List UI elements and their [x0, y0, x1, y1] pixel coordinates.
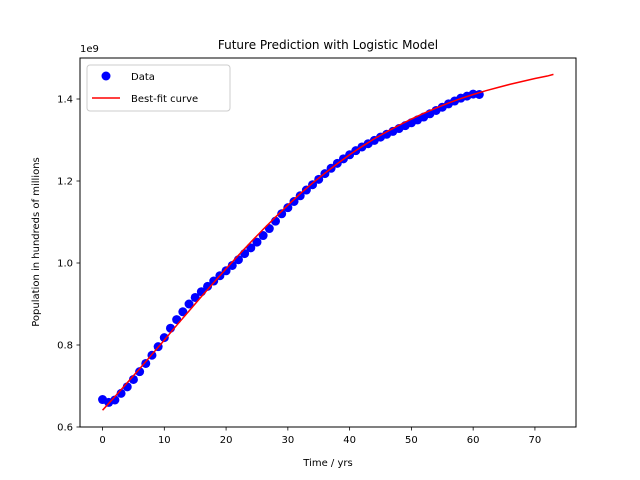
data-point: [110, 395, 120, 405]
y-tick-label: 0.6: [57, 423, 73, 434]
data-point: [289, 197, 299, 206]
x-tick-label: 50: [405, 435, 418, 446]
data-point: [209, 276, 219, 286]
legend-data-label: Data: [131, 72, 155, 83]
y-tick-label: 1.4: [57, 95, 73, 106]
x-tick-label: 70: [529, 435, 542, 446]
x-axis: 0 10 20 30 40 50 60 70: [99, 427, 541, 446]
x-tick-label: 0: [99, 435, 105, 446]
data-point: [227, 260, 237, 270]
data-point: [246, 243, 256, 253]
x-tick-label: 20: [220, 435, 233, 446]
y-axis: 0.6 0.8 1.0 1.2 1.4: [57, 95, 80, 434]
plot-area: [98, 73, 554, 411]
y-tick-label: 1.2: [57, 177, 73, 188]
data-point: [159, 333, 169, 343]
data-point: [141, 358, 151, 368]
data-point: [283, 203, 293, 213]
x-axis-label: Time / yrs: [302, 458, 352, 469]
chart-title: Future Prediction with Logistic Model: [218, 38, 438, 52]
data-point: [203, 281, 213, 291]
data-point: [301, 185, 311, 195]
data-point: [190, 292, 200, 302]
y-tick-label: 0.8: [57, 341, 73, 352]
legend-curve-label: Best-fit curve: [131, 94, 198, 105]
data-point: [295, 191, 305, 201]
x-tick-label: 40: [343, 435, 356, 446]
data-point: [221, 266, 231, 276]
x-tick-label: 10: [158, 435, 171, 446]
legend-box: [86, 64, 231, 112]
y-tick-label: 1.0: [57, 259, 73, 270]
data-point: [184, 299, 194, 309]
data-point: [178, 307, 188, 317]
legend: Data Best-fit curve: [86, 64, 231, 112]
legend-data-marker: [101, 71, 111, 81]
x-tick-label: 60: [467, 435, 480, 446]
best-fit-curve-line: [101, 73, 554, 411]
data-point: [277, 209, 287, 219]
data-point: [258, 231, 268, 241]
y-offset-label: 1e9: [80, 44, 99, 55]
y-axis-label: Population in hundreds of millions: [31, 157, 42, 327]
data-point: [252, 237, 262, 247]
data-point: [308, 180, 318, 190]
axes-frame: [79, 57, 577, 428]
x-tick-label: 30: [281, 435, 294, 446]
data-point: [135, 367, 145, 377]
